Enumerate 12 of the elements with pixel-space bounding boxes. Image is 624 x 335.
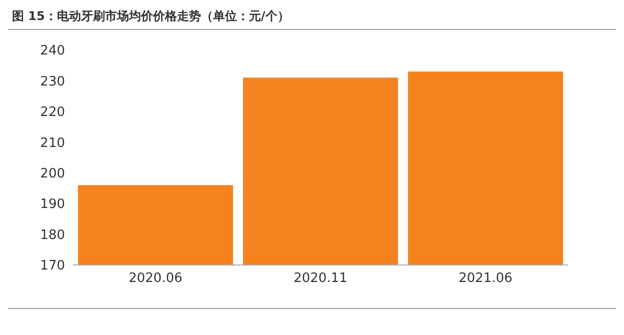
- chart-title: 图 15：电动牙刷市场均价价格走势（单位：元/个）: [8, 8, 616, 30]
- y-tick-label: 190: [40, 197, 65, 212]
- y-tick-label: 200: [40, 166, 65, 182]
- y-tick-label: 240: [40, 44, 65, 59]
- x-tick-label: 2020.11: [294, 271, 348, 286]
- y-tick-label: 210: [40, 136, 65, 151]
- x-tick-label: 2020.06: [128, 271, 182, 286]
- x-tick-label: 2021.06: [458, 271, 512, 286]
- y-tick-label: 170: [40, 258, 65, 274]
- y-tick-label: 220: [40, 105, 65, 120]
- y-tick-label: 230: [40, 74, 65, 90]
- y-tick-label: 180: [40, 228, 65, 243]
